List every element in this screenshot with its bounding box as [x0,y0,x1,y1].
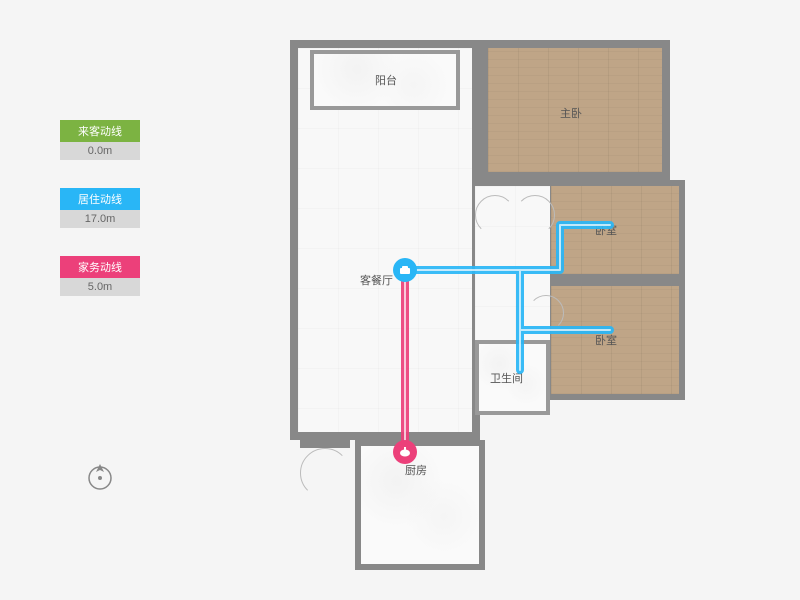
chore-flow-icon [393,440,417,464]
legend-label-living: 居住动线 [60,188,140,210]
legend-value-guest: 0.0m [60,142,140,160]
legend-item-chore: 家务动线 5.0m [60,256,140,296]
legend-label-chore: 家务动线 [60,256,140,278]
living-room-label: 客餐厅 [360,272,393,288]
legend-panel: 来客动线 0.0m 居住动线 17.0m 家务动线 5.0m [60,120,140,324]
legend-label-guest: 来客动线 [60,120,140,142]
legend-value-living: 17.0m [60,210,140,228]
legend-item-living: 居住动线 17.0m [60,188,140,228]
kitchen-label: 厨房 [405,462,427,478]
compass-icon [84,460,116,492]
balcony-label: 阳台 [375,72,397,88]
legend-value-chore: 5.0m [60,278,140,296]
legend-item-guest: 来客动线 0.0m [60,120,140,160]
bedroom-1-label: 卧室 [595,222,617,238]
kitchen [355,440,485,570]
entrance-door [300,440,350,448]
door-arc [300,448,350,498]
floorplan: 阳台 主卧 卧室 卧室 卫生间 厨房 客餐厅 [280,20,740,580]
master-bedroom-label: 主卧 [560,105,582,121]
bedroom-2-label: 卧室 [595,332,617,348]
living-flow-icon [393,258,417,282]
bathroom-label: 卫生间 [490,370,523,386]
